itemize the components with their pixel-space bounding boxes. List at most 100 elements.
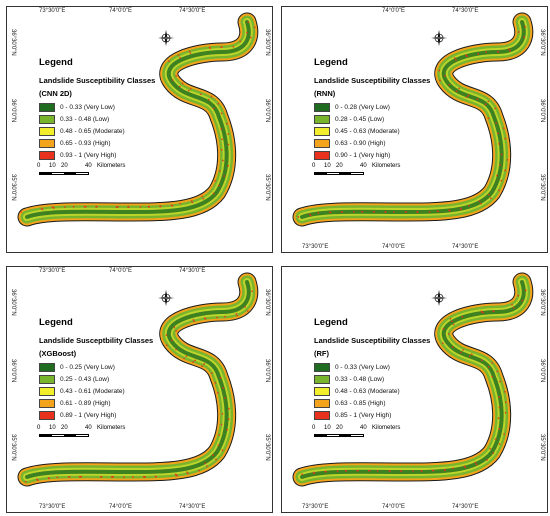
legend-subtitle: Landslide Susceptbility Classes — [39, 336, 154, 345]
very-high-speckle — [498, 443, 501, 445]
very-high-speckle — [452, 467, 454, 470]
very-high-speckle — [236, 314, 239, 317]
very-high-speckle — [497, 417, 500, 420]
very-high-speckle — [517, 294, 520, 297]
very-high-speckle — [492, 310, 495, 312]
very-high-speckle — [251, 290, 254, 293]
very-high-speckle — [123, 476, 126, 478]
very-high-speckle — [227, 133, 230, 135]
very-high-speckle — [222, 159, 224, 162]
very-high-speckle — [455, 90, 458, 93]
very-high-speckle — [84, 205, 87, 208]
longitude-tick-label: 74°30'0"E — [452, 8, 479, 14]
scale-unit-label: Kilometers — [97, 163, 126, 169]
very-high-speckle — [451, 346, 454, 348]
very-high-speckle — [144, 476, 147, 478]
very-high-speckle — [80, 475, 83, 478]
very-high-speckle — [226, 122, 228, 125]
legend-color-swatch — [314, 126, 330, 136]
very-high-speckle — [53, 207, 55, 209]
legend-class-label: 0.45 - 0.63 (Moderate) — [335, 127, 400, 135]
very-high-speckle — [454, 59, 457, 61]
very-high-speckle — [226, 428, 228, 431]
very-high-speckle — [181, 82, 184, 85]
susceptibility-map — [292, 272, 534, 487]
very-high-speckle — [235, 312, 238, 315]
very-high-speckle — [205, 465, 208, 467]
legend-color-swatch — [314, 410, 330, 420]
class-very-low-zone — [25, 280, 251, 479]
very-high-speckle — [523, 36, 525, 39]
very-high-speckle — [336, 470, 339, 473]
legend-subtitle: Landslide Susceptibility Classes — [314, 76, 431, 85]
very-high-speckle — [524, 25, 527, 28]
very-high-speckle — [524, 289, 527, 292]
very-high-speckle — [474, 461, 477, 464]
legend-class-label: 0.90 - 1 (Very high) — [335, 151, 391, 159]
north-arrow-compass-icon — [430, 29, 448, 47]
very-high-speckle — [188, 50, 191, 53]
very-high-speckle — [494, 438, 497, 440]
legend-class-list: 0 - 0.25 (Very Low) 0.25 - 0.43 (Low) 0.43… — [39, 361, 189, 421]
very-high-speckle — [487, 193, 490, 196]
legend-class-item: 0 - 0.25 (Very Low) — [39, 361, 189, 373]
very-high-speckle — [465, 96, 468, 99]
legend-class-item: 0.33 - 0.48 (Low) — [314, 373, 464, 385]
very-high-speckle — [400, 470, 403, 472]
very-high-speckle — [217, 184, 220, 187]
very-high-speckle — [504, 411, 507, 414]
latitude-tick-label: 36°0'0"N — [539, 359, 545, 383]
very-high-speckle — [232, 45, 235, 48]
legend-color-swatch — [39, 398, 55, 408]
very-high-speckle — [212, 454, 215, 456]
very-high-speckle — [465, 54, 467, 56]
very-high-speckle — [249, 36, 252, 39]
scale-tick-label: 20 — [61, 425, 68, 431]
very-high-speckle — [215, 458, 217, 461]
very-high-speckle — [502, 127, 505, 130]
very-high-speckle — [253, 26, 256, 29]
very-high-speckle — [201, 365, 203, 368]
latitude-tick-label: 35°30'0"N — [264, 174, 270, 201]
very-high-speckle — [218, 434, 221, 436]
map-legend: Legend Landslide Susceptibility Classes (R… — [314, 57, 464, 161]
very-high-speckle — [497, 132, 500, 135]
scale-bar-graphic — [314, 172, 364, 175]
latitude-tick-label: 36°30'0"N — [264, 289, 270, 316]
scale-bar-graphic — [39, 172, 89, 175]
very-high-speckle — [203, 363, 206, 365]
very-high-speckle — [189, 87, 192, 90]
legend-color-swatch — [39, 410, 55, 420]
very-high-speckle — [462, 349, 464, 351]
very-high-speckle — [504, 401, 507, 404]
very-high-speckle — [216, 391, 219, 394]
very-high-speckle — [329, 211, 332, 214]
legend-class-item: 0.63 - 0.85 (High) — [314, 397, 464, 409]
scale-tick-label: 10 — [324, 425, 331, 431]
legend-class-label: 0 - 0.33 (Very Low) — [335, 363, 390, 371]
very-high-speckle — [211, 372, 213, 375]
scale-tick-label: 20 — [336, 425, 343, 431]
legend-color-swatch — [314, 362, 330, 372]
very-high-speckle — [68, 476, 71, 478]
very-high-speckle — [179, 56, 181, 59]
very-high-speckle — [477, 53, 480, 55]
very-high-speckle — [72, 205, 75, 208]
very-high-speckle — [517, 31, 520, 33]
very-high-speckle — [438, 69, 441, 72]
very-high-speckle — [56, 476, 59, 479]
longitude-tick-label: 74°30'0"E — [452, 504, 479, 510]
very-high-speckle — [36, 479, 39, 482]
very-high-speckle — [218, 170, 221, 172]
map-legend: Legend Landslide Susceptibility Classes (C… — [39, 57, 189, 161]
very-high-speckle — [127, 206, 130, 208]
very-high-speckle — [176, 474, 179, 477]
scale-tick-label: 0 — [312, 163, 316, 169]
very-high-speckle — [247, 21, 250, 24]
longitude-tick-label: 73°30'0"E — [302, 504, 329, 510]
very-high-speckle — [444, 469, 447, 472]
very-high-speckle — [227, 143, 230, 146]
legend-color-swatch — [314, 102, 330, 112]
very-high-speckle — [464, 466, 467, 469]
legend-color-swatch — [314, 138, 330, 148]
